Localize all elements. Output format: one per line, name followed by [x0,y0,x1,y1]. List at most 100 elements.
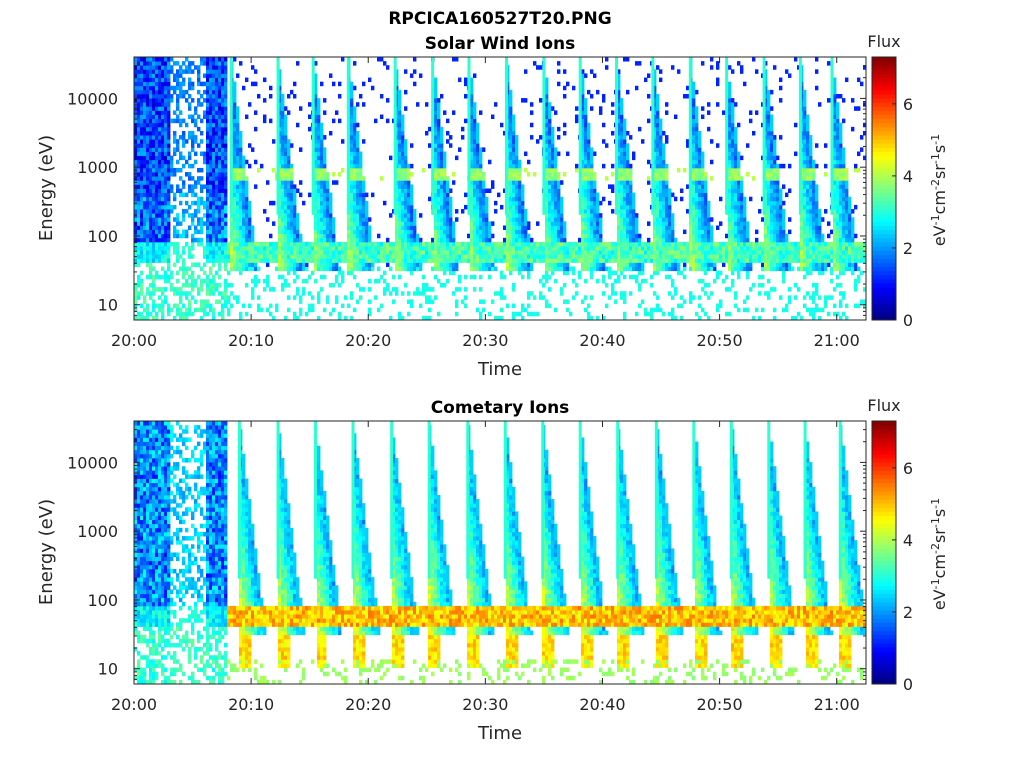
spectrogram-cell [239,184,243,189]
spectrogram-cell [548,106,552,111]
spectrogram-cell [224,250,228,255]
spectrogram-cell [272,315,276,321]
spectrogram-cell [149,139,153,144]
spectrogram-cell [536,246,540,251]
spectrogram-cell [368,237,372,243]
spectrogram-cell [203,204,207,210]
spectrogram-cell [293,254,297,259]
spectrogram-cell [521,213,525,218]
spectrogram-cell [317,188,321,194]
spectrogram-cell [653,77,657,83]
spectrogram-cell [164,295,168,300]
spectrogram-cell [617,118,621,124]
spectrogram-cell [176,106,180,111]
spectrogram-cell [233,229,237,235]
spectrogram-cell [497,250,501,255]
spectrogram-cell [446,241,450,247]
spectrogram-cell [452,172,456,177]
spectrogram-cell [176,250,180,255]
spectrogram-cell [164,204,168,210]
spectrogram-cell [155,303,159,309]
spectrogram-cell [149,258,153,263]
spectrogram-cell [401,151,405,157]
spectrogram-cell [209,85,213,91]
spectrogram-cell [236,167,240,173]
spectrogram-cell [494,291,498,296]
spectrogram-cell [152,73,156,78]
spectrogram-cell [368,217,372,222]
spectrogram-cell [629,213,633,218]
spectrogram-cell [287,225,291,230]
spectrogram-cell [146,163,150,169]
spectrogram-cell [149,225,153,230]
spectrogram-cell [176,139,180,144]
spectrogram-cell [140,258,144,263]
spectrogram-cell [551,266,555,272]
spectrogram-cell [134,307,138,313]
spectrogram-cell [149,204,153,210]
spectrogram-cell [242,163,246,169]
spectrogram-cell [608,270,612,276]
spectrogram-cell [623,262,627,267]
spectrogram-cell [518,237,522,243]
spectrogram-cell [224,93,228,99]
spectrogram-cell [545,278,549,284]
spectrogram-cell [623,229,627,235]
spectrogram-cell [404,159,408,165]
spectrogram-cell [398,225,402,230]
spectrogram-cell [149,229,153,235]
spectrogram-cell [548,151,552,157]
spectrogram-cell [254,283,258,288]
spectrogram-cell [428,126,432,132]
spectrogram-cell [161,266,165,272]
spectrogram-cell [545,155,549,161]
spectrogram-cell [521,221,525,226]
spectrogram-cell [173,291,177,296]
spectrogram-cell [350,135,354,140]
spectrogram-cell [134,299,138,304]
spectrogram-cell [317,315,321,321]
spectrogram-cell [545,213,549,218]
spectrogram-cell [446,266,450,272]
spectrogram-cell [326,233,330,239]
spectrogram-cell [149,163,153,169]
spectrogram-cell [164,172,168,177]
spectrogram-cell [452,221,456,226]
spectrogram-cell [146,307,150,313]
spectrogram-cell [182,143,186,148]
spectrogram-cell [218,155,222,161]
spectrogram-cell [320,266,324,272]
spectrogram-cell [161,233,165,239]
spectrogram-cell [215,135,219,140]
spectrogram-cell [221,250,225,255]
spectrogram-cell [161,163,165,169]
spectrogram-cell [632,192,636,198]
spectrogram-cell [311,270,315,276]
spectrogram-cell [542,241,546,247]
spectrogram-cell [581,250,585,255]
spectrogram-cell [584,217,588,222]
spectrogram-cell [143,213,147,218]
spectrogram-cell [434,106,438,111]
spectrogram-cell [353,61,357,66]
spectrogram-cell [218,139,222,144]
spectrogram-cell [140,69,144,74]
spectrogram-cell [212,122,216,128]
spectrogram-cell [233,151,237,157]
spectrogram-cell [584,139,588,144]
spectrogram-cell [206,192,210,198]
spectrogram-cell [341,303,345,309]
spectrogram-cell [476,204,480,210]
spectrogram-cell [146,114,150,120]
spectrogram-cell [401,246,405,251]
spectrogram-cell [587,204,591,210]
spectrogram-cell [356,221,360,226]
spectrogram-cell [224,287,228,292]
spectrogram-cell [152,106,156,111]
spectrogram-cell [545,118,549,124]
spectrogram-cell [200,287,204,292]
spectrogram-cell [209,196,213,202]
spectrogram-cell [443,246,447,251]
spectrogram-cell [533,311,537,317]
spectrogram-cell [488,250,492,255]
